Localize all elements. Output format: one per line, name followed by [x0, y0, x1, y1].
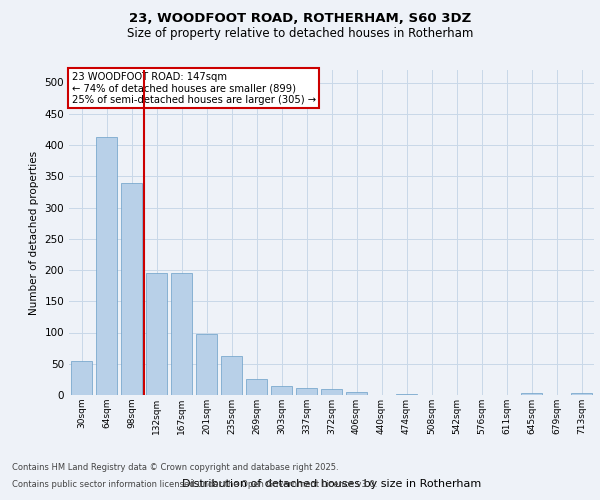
Bar — [296, 388, 317, 395]
Y-axis label: Number of detached properties: Number of detached properties — [29, 150, 39, 314]
Bar — [271, 386, 292, 395]
Text: Contains public sector information licensed under the Open Government Licence v3: Contains public sector information licen… — [12, 480, 377, 489]
Bar — [396, 394, 417, 395]
X-axis label: Distribution of detached houses by size in Rotherham: Distribution of detached houses by size … — [182, 478, 481, 488]
Bar — [171, 272, 192, 395]
Bar — [221, 356, 242, 395]
Bar — [96, 137, 117, 395]
Bar — [246, 380, 267, 395]
Bar — [521, 393, 542, 395]
Text: 23 WOODFOOT ROAD: 147sqm
← 74% of detached houses are smaller (899)
25% of semi-: 23 WOODFOOT ROAD: 147sqm ← 74% of detach… — [71, 72, 316, 105]
Bar — [196, 334, 217, 395]
Bar — [571, 393, 592, 395]
Bar — [121, 182, 142, 395]
Text: 23, WOODFOOT ROAD, ROTHERHAM, S60 3DZ: 23, WOODFOOT ROAD, ROTHERHAM, S60 3DZ — [129, 12, 471, 26]
Bar — [146, 272, 167, 395]
Bar — [321, 390, 342, 395]
Bar — [346, 392, 367, 395]
Bar — [71, 360, 92, 395]
Text: Size of property relative to detached houses in Rotherham: Size of property relative to detached ho… — [127, 28, 473, 40]
Text: Contains HM Land Registry data © Crown copyright and database right 2025.: Contains HM Land Registry data © Crown c… — [12, 464, 338, 472]
